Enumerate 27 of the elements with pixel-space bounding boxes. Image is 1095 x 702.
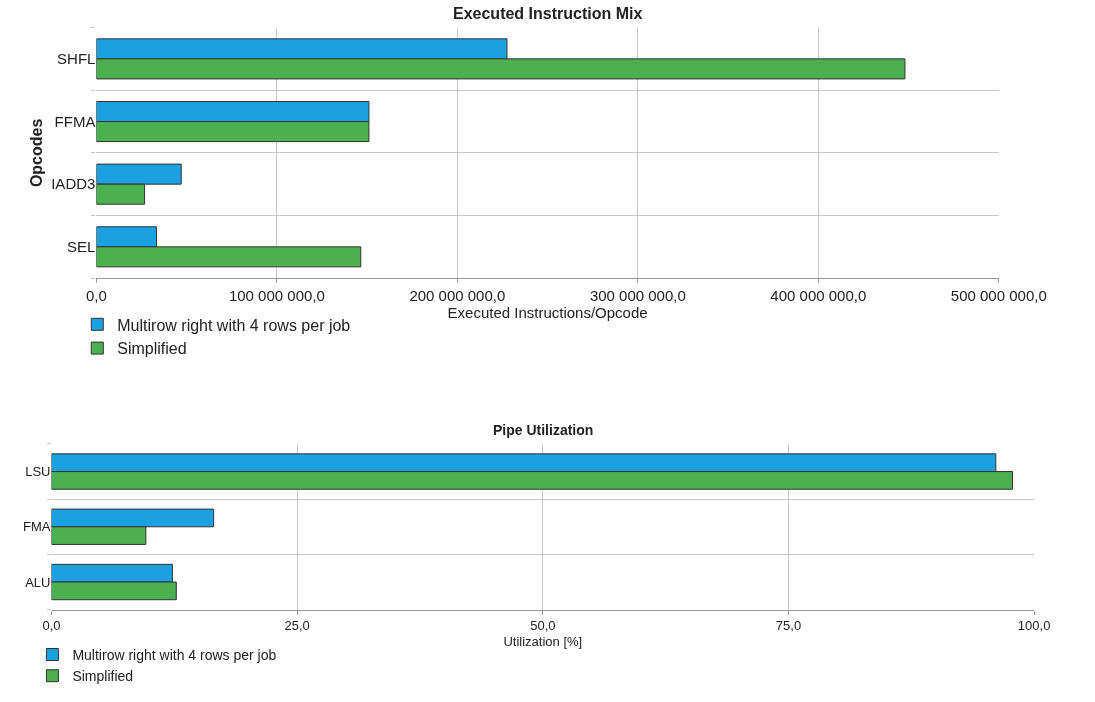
chart-title: Executed Instruction Mix [453, 5, 643, 22]
legend-label: Multirow right with 4 rows per job [117, 316, 351, 334]
x-tick-label: 400 000 000,0 [770, 287, 867, 305]
x-tick-label: 25,0 [284, 618, 310, 634]
y-axis-title: Opcodes [28, 118, 46, 188]
x-tick-label: 100 000 000,0 [228, 287, 325, 305]
legend-label: Multirow right with 4 rows per job [72, 646, 277, 663]
legend-label: Simplified [117, 340, 187, 358]
legend-label: Simplified [72, 668, 134, 685]
x-tick-label: 500 000 000,0 [950, 287, 1047, 305]
x-axis-title: Executed Instructions/Opcode [447, 304, 648, 322]
x-tick-label: 75,0 [775, 618, 802, 634]
y-tick-label: FMA [23, 519, 51, 535]
chart-title: Pipe Utilization [493, 422, 594, 438]
x-tick-label: 0,0 [85, 287, 107, 305]
x-tick-label: 100,0 [1017, 618, 1051, 634]
x-tick-label: 200 000 000,0 [409, 287, 506, 305]
x-tick-label: 0,0 [42, 618, 61, 634]
x-axis-title: Utilization [%] [503, 633, 583, 649]
y-tick-label: ALU [25, 574, 51, 590]
x-tick-label: 50,0 [530, 618, 556, 634]
y-tick-label: IADD3 [51, 175, 96, 193]
y-tick-label: SEL [67, 238, 96, 256]
y-tick-label: LSU [25, 464, 51, 480]
x-tick-label: 300 000 000,0 [589, 287, 686, 305]
y-tick-label: FFMA [54, 112, 96, 130]
y-tick-label: SHFL [57, 50, 96, 68]
